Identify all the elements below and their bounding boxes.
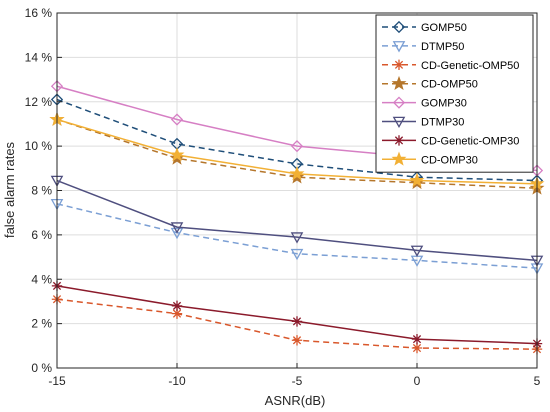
- series-line: [56, 203, 538, 269]
- legend-label: CD-Genetic-OMP30: [421, 135, 519, 147]
- legend-box: [375, 14, 534, 173]
- legend-label: CD-OMP50: [421, 79, 478, 91]
- y-tick-label: 10 %: [25, 139, 53, 153]
- legend-item: CD-OMP50: [382, 75, 478, 91]
- data-point: [410, 245, 424, 257]
- data-point: [290, 248, 304, 261]
- data-point: [170, 227, 184, 240]
- y-tick-label: 4 %: [31, 272, 52, 286]
- data-point: [393, 59, 405, 70]
- legend-item: GOMP50: [382, 20, 467, 34]
- x-tick-label: -15: [48, 374, 66, 388]
- data-point: [411, 342, 423, 354]
- data-point: [411, 333, 423, 345]
- legend-item: DTMP30: [382, 117, 464, 129]
- x-tick-label: 5: [534, 374, 541, 388]
- series-line: [56, 179, 538, 262]
- legend-label: DTMP30: [421, 117, 464, 129]
- y-tick-label: 14 %: [25, 50, 53, 64]
- data-point: [290, 232, 304, 244]
- legend-label: GOMP50: [421, 22, 467, 34]
- x-tick-label: 0: [414, 374, 421, 388]
- y-tick-label: 2 %: [31, 317, 52, 331]
- legend-label: DTMP50: [421, 41, 464, 53]
- legend-label: GOMP30: [421, 98, 467, 110]
- legend-label: CD-OMP30: [421, 154, 478, 166]
- data-point: [171, 308, 183, 319]
- legend: GOMP50 DTMP50 CD-Genetic-OMP50 CD-OMP50 GOMP…: [375, 14, 534, 173]
- y-tick-label: 6 %: [31, 228, 52, 242]
- data-point: [171, 300, 183, 312]
- y-axis-label: false alarm rates: [2, 141, 17, 238]
- data-point: [392, 96, 406, 109]
- series-line: [56, 98, 538, 182]
- legend-item: CD-Genetic-OMP50: [382, 59, 519, 72]
- series-line: [56, 118, 538, 190]
- data-point: [170, 222, 184, 234]
- axes: [56, 12, 538, 369]
- data-point: [391, 151, 407, 166]
- data-point: [393, 135, 405, 146]
- data-point: [392, 116, 406, 129]
- y-tick-label: 0 %: [31, 361, 52, 375]
- data-point: [392, 20, 406, 34]
- data-point: [170, 113, 184, 126]
- data-point: [291, 335, 303, 346]
- data-point: [392, 41, 406, 53]
- legend-item: CD-Genetic-OMP30: [382, 135, 519, 147]
- data-point: [391, 75, 407, 91]
- x-axis-label: ASNR(dB): [265, 393, 326, 408]
- data-point: [409, 172, 425, 187]
- data-point: [290, 140, 304, 153]
- y-tick-label: 12 %: [25, 95, 53, 109]
- y-tick-label: 8 %: [31, 184, 52, 198]
- data-point: [291, 316, 303, 327]
- legend-label: CD-Genetic-OMP50: [421, 60, 519, 72]
- legend-item: DTMP50: [382, 41, 464, 53]
- legend-item: CD-OMP30: [382, 151, 478, 166]
- x-tick-label: -10: [168, 374, 186, 388]
- y-tick-label: 16 %: [25, 6, 53, 20]
- legend-item: GOMP30: [382, 96, 467, 110]
- data-point: [289, 166, 305, 181]
- data-point: [169, 147, 185, 162]
- tick-labels: 0 % 2 % 4 % 6 % 8 % 10 % 12 % 14 % 16 % -15 -10 -5 0…: [25, 6, 541, 388]
- plot-frame: [56, 12, 538, 369]
- x-tick-label: -5: [292, 374, 303, 388]
